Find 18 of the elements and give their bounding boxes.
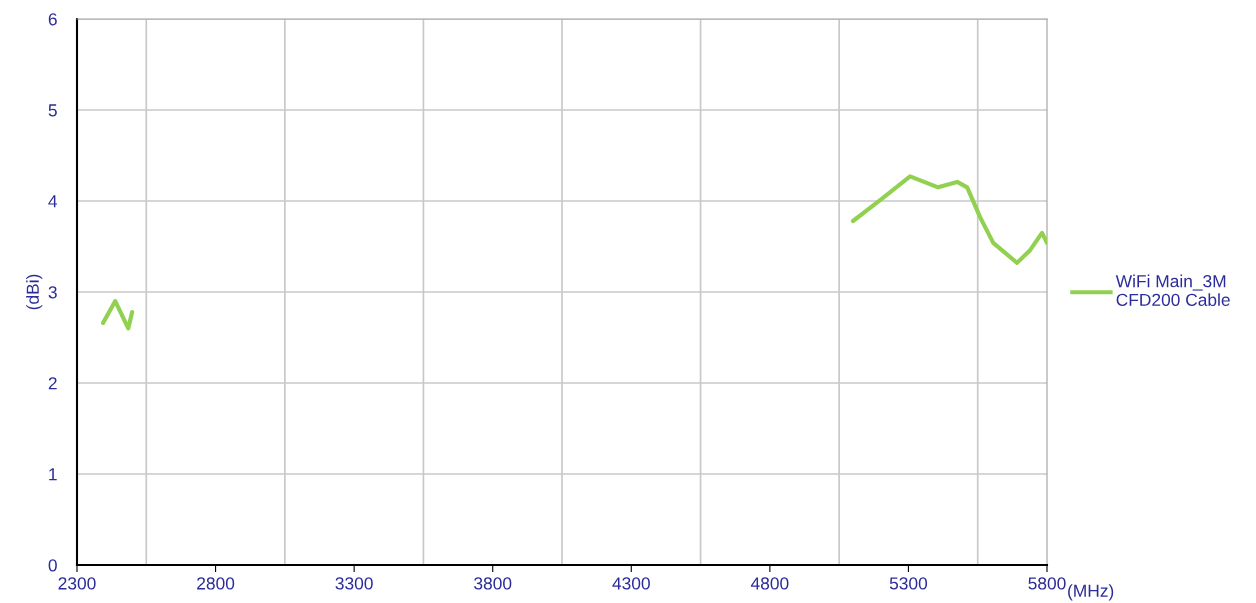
x-tick-label: 3300 [335, 577, 373, 590]
y-tick-label: 2 [48, 377, 57, 390]
y-tick-label: 4 [48, 195, 58, 208]
y-axis-title: (dBi) [26, 274, 43, 310]
x-tick-label: 4300 [612, 577, 650, 590]
x-tick-label: 5800 [1028, 577, 1066, 590]
y-tick-label: 5 [48, 104, 57, 117]
x-tick-label: 2800 [197, 577, 235, 590]
y-tick-label: 1 [49, 468, 57, 481]
y-tick-label: 6 [48, 13, 57, 26]
x-tick-label: 4800 [750, 577, 789, 590]
y-tick-label: 3 [48, 286, 57, 299]
x-tick-label: 5300 [889, 577, 928, 590]
x-tick-label: 3800 [474, 577, 512, 590]
x-axis-title: (MHz) [1068, 584, 1114, 601]
legend-label: WiFi Main_3M CFD200 Cable [1115, 274, 1230, 307]
x-tick-label: 2300 [58, 577, 96, 590]
y-tick-label: 0 [48, 559, 57, 572]
